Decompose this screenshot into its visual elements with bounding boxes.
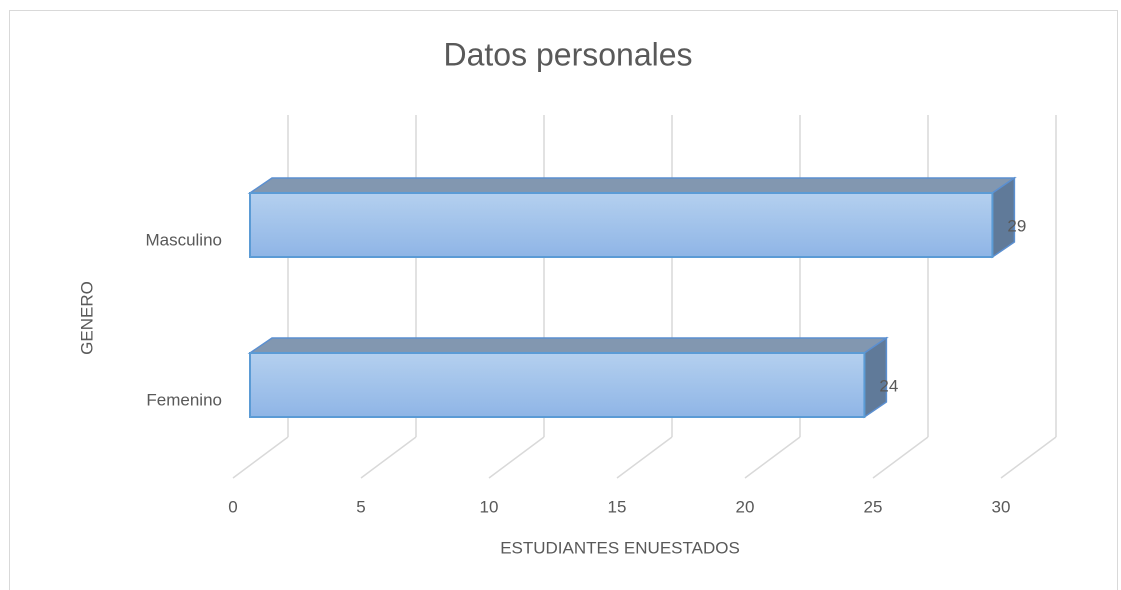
bar-top [247,177,1017,194]
x-tick-label: 5 [356,497,365,516]
x-tick-label: 25 [864,497,883,516]
x-tick-label: 15 [608,497,627,516]
bar [249,352,866,418]
plot-area: 0 5 10 15 20 25 30 Masculino 29 Femenino 24 [145,115,1057,516]
x-tick-label: 20 [736,497,755,516]
bar [249,192,994,258]
x-axis-label: ESTUDIANTES ENUESTADOS [500,538,740,557]
floor-line [616,436,673,479]
floor-line [488,436,545,479]
x-tick-label: 0 [228,497,237,516]
y-axis-label: GENERO [77,281,96,355]
floor-line [1000,436,1057,479]
bar-top [247,337,889,354]
x-tick-label: 10 [480,497,499,516]
floor-line [872,436,929,479]
chart-frame [9,10,1118,590]
data-label: 29 [1007,216,1026,235]
floor-line [232,436,289,479]
floor-line [360,436,417,479]
y-tick-label: Femenino [146,390,222,409]
chart-title: Datos personales [443,36,692,72]
y-tick-label: Masculino [145,230,222,249]
floor-line [744,436,801,479]
data-label: 24 [879,376,898,395]
x-tick-label: 30 [992,497,1011,516]
